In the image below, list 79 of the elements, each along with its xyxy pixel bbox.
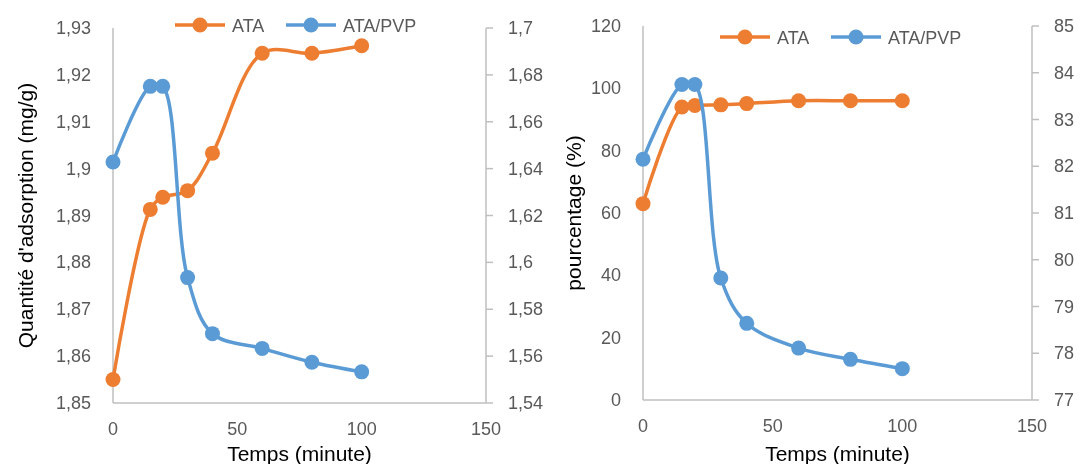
y2-tick-label: 1,68 [508, 64, 544, 85]
point [142, 201, 158, 217]
point [105, 372, 121, 388]
point [304, 45, 320, 61]
x-tick-label: 100 [346, 419, 377, 439]
y-tick-label: 1,87 [55, 299, 91, 320]
y-axis-title: Quantité d'adsorption (mg/g) [14, 82, 37, 349]
point [713, 97, 729, 113]
y-tick-label: 1,85 [55, 393, 91, 413]
point [180, 270, 196, 286]
y2-tick-label: 1,66 [508, 111, 544, 132]
x-tick-label: 100 [887, 416, 918, 436]
y2-tick-label: 1,62 [508, 205, 544, 226]
point [635, 151, 651, 167]
x-tick-label: 0 [107, 419, 119, 439]
point [687, 76, 703, 92]
x-tick-label: 0 [637, 416, 649, 436]
point [791, 93, 807, 109]
point [894, 93, 910, 109]
x-tick-label: 50 [227, 419, 248, 439]
point [204, 145, 220, 161]
point [354, 38, 370, 54]
point [842, 351, 858, 367]
y-tick-label: 1,88 [55, 252, 91, 273]
point [791, 340, 807, 356]
y-tick-label: 100 [590, 78, 621, 99]
y-tick-label: 120 [590, 16, 621, 36]
y2-tick-label: 80 [1054, 249, 1075, 270]
y2-tick-label: 1,56 [508, 346, 544, 367]
y2-tick-label: 77 [1054, 390, 1075, 410]
y2-tick-label: 84 [1054, 62, 1075, 83]
y2-tick-label: 83 [1054, 109, 1075, 130]
legend-label: ATA [232, 16, 265, 36]
y2-tick-label: 79 [1054, 296, 1075, 317]
y2-tick-label: 78 [1054, 343, 1075, 364]
y-tick-label: 0 [610, 390, 621, 410]
legend-label: ATA/PVP [343, 16, 417, 36]
y-tick-label: 1,91 [55, 111, 91, 132]
y-axis-title: pourcentage (%) [562, 135, 585, 291]
point [354, 364, 370, 380]
x-tick-label: 150 [1016, 416, 1048, 436]
y-tick-label: 40 [600, 265, 621, 286]
y2-tick-label: 1,58 [508, 299, 544, 320]
point [842, 93, 858, 109]
point [635, 196, 651, 212]
y-tick-label: 1,92 [55, 64, 91, 85]
point [180, 183, 196, 199]
y2-tick-label: 1,6 [508, 252, 534, 273]
point [674, 76, 690, 92]
y2-tick-label: 85 [1054, 16, 1075, 36]
point [304, 354, 320, 370]
y-tick-label: 80 [600, 140, 621, 161]
point [105, 154, 121, 170]
point [204, 326, 220, 342]
point [739, 96, 755, 112]
point [155, 189, 171, 205]
y-tick-label: 1,86 [55, 346, 91, 367]
point [739, 315, 755, 331]
point [254, 45, 270, 61]
point [155, 78, 171, 94]
legend-label: ATA/PVP [888, 28, 962, 48]
y2-tick-label: 1,54 [508, 393, 544, 413]
y2-tick-label: 82 [1054, 156, 1075, 177]
point [713, 270, 729, 286]
point [894, 361, 910, 377]
y2-tick-label: 1,64 [508, 158, 544, 179]
y-tick-label: 1,93 [55, 18, 91, 38]
y-tick-label: 20 [600, 327, 621, 348]
y2-tick-label: 1,7 [508, 18, 534, 38]
y-tick-label: 1,9 [65, 158, 91, 179]
x-tick-label: 50 [762, 416, 783, 436]
y-tick-label: 60 [600, 203, 621, 223]
point [142, 78, 158, 94]
point [254, 340, 270, 356]
y-tick-label: 1,89 [55, 205, 91, 226]
x-tick-label: 150 [470, 419, 502, 439]
point [674, 99, 690, 115]
y2-tick-label: 81 [1054, 203, 1075, 223]
legend-label: ATA [777, 28, 810, 48]
